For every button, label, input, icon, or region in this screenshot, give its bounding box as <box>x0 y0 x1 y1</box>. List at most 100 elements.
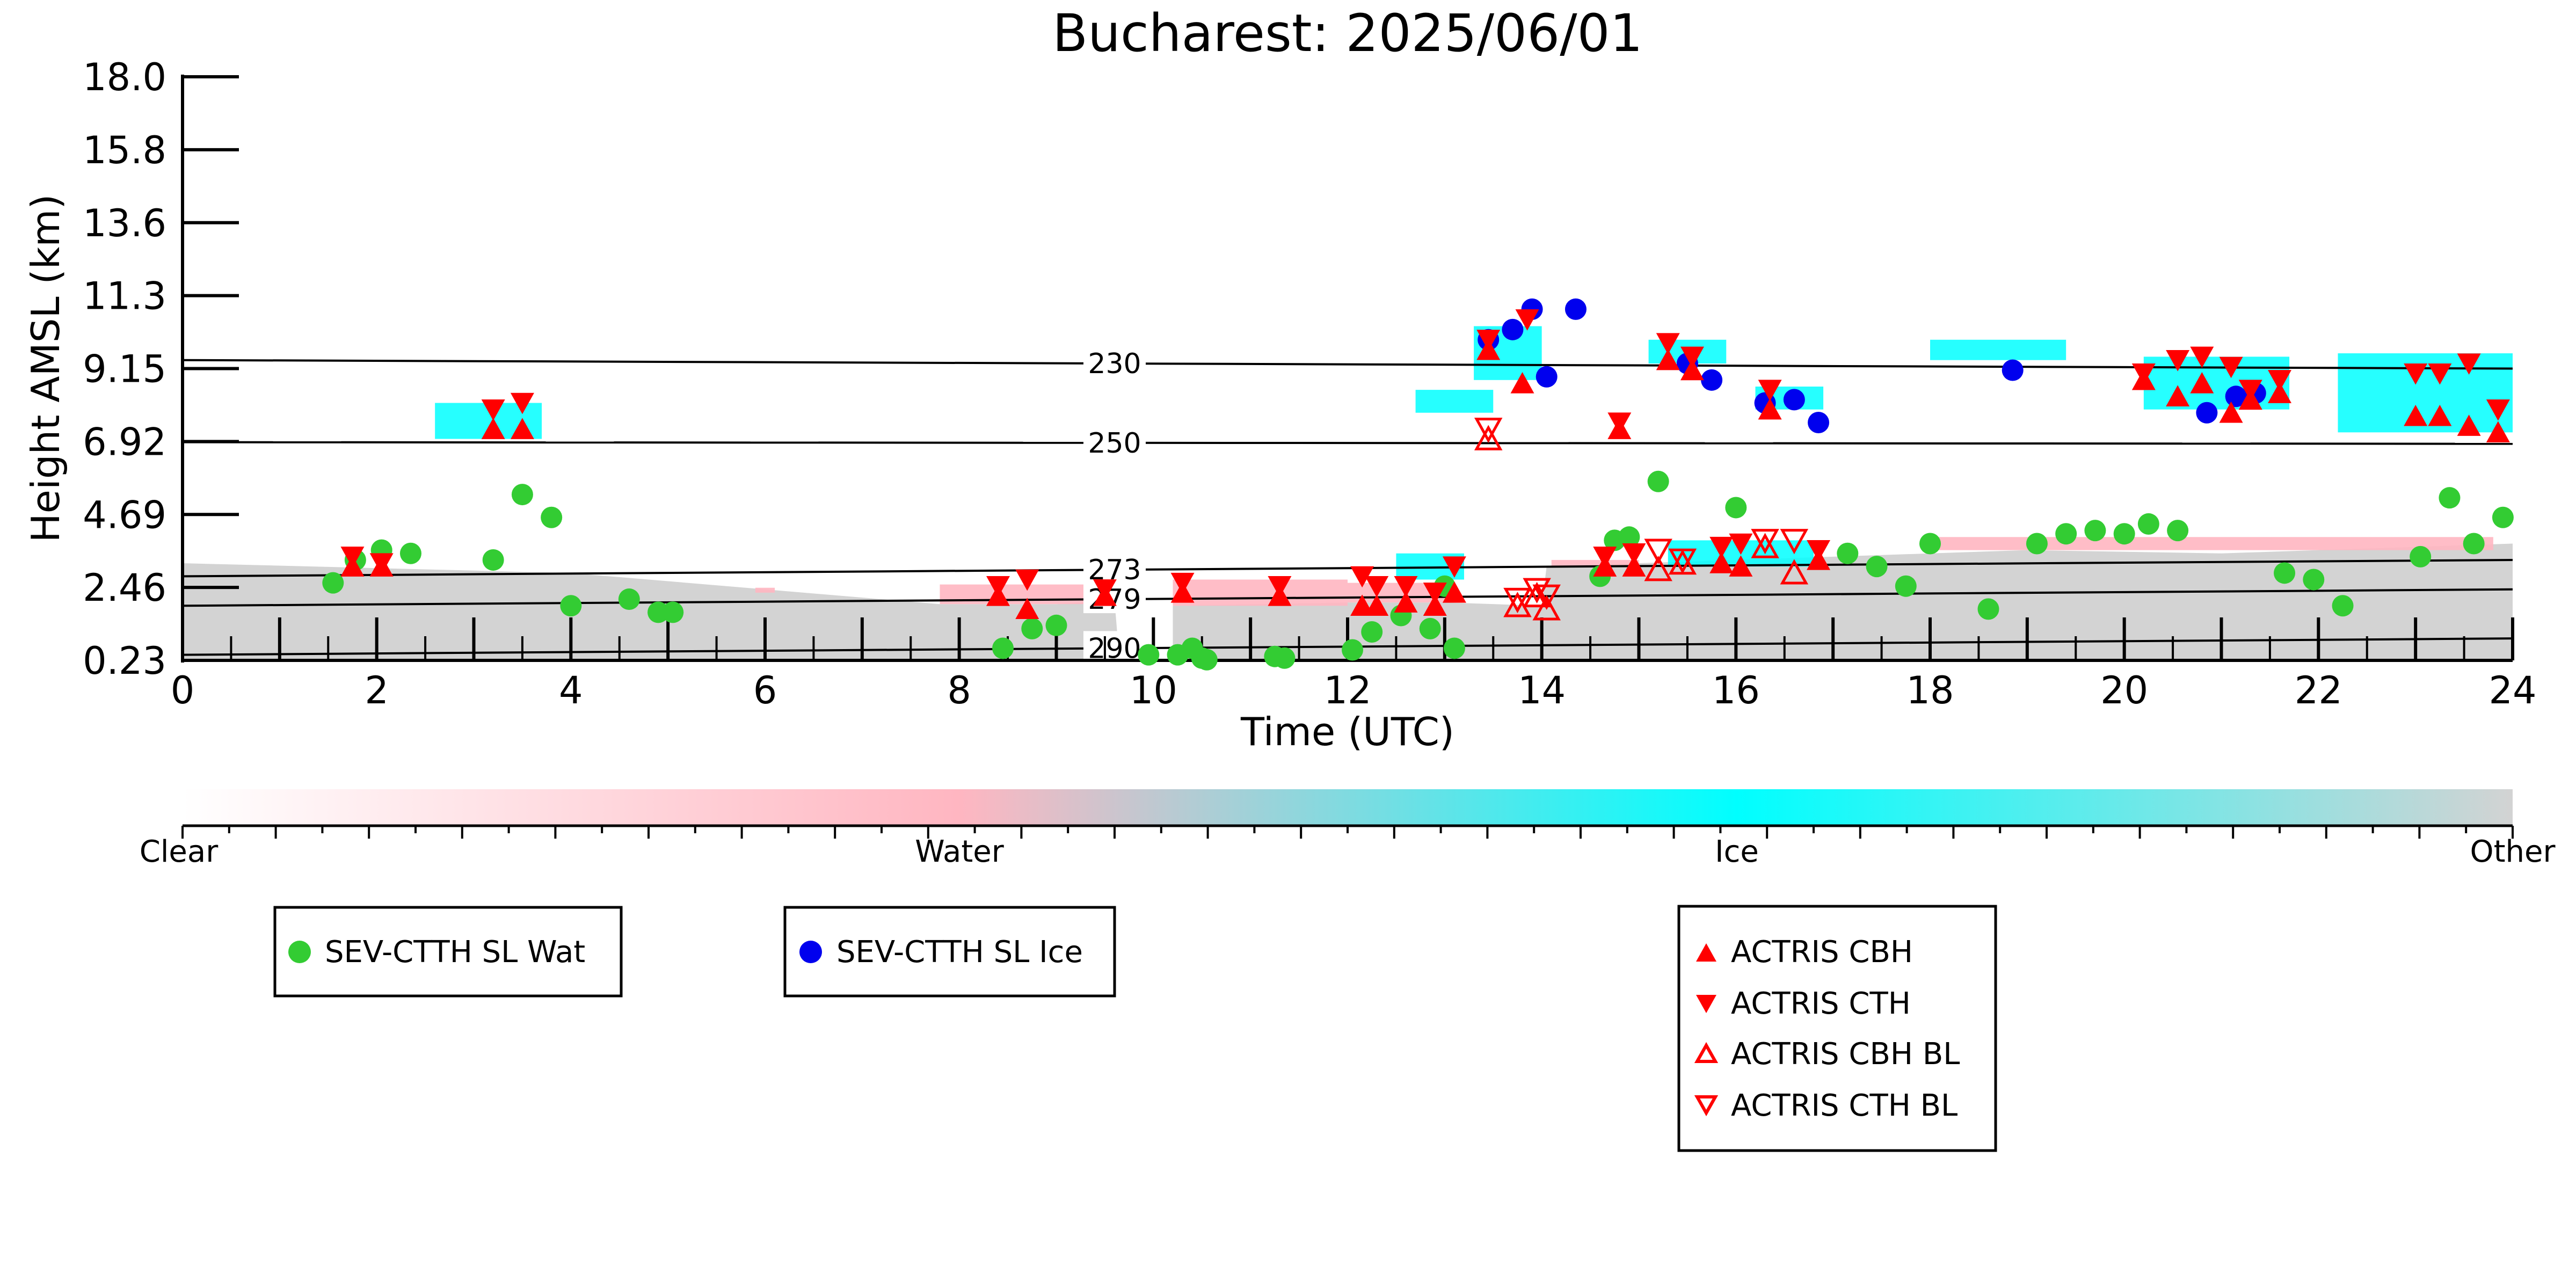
legend-cbh-marker <box>1696 943 1716 962</box>
sev-ctth-sl-wat-point <box>1196 649 1218 671</box>
actris-cbh-bl-point <box>1644 556 1672 581</box>
legend-cth-label: ACTRIS CTH <box>1731 986 1911 1021</box>
sev-ctth-sl-wat-point <box>2410 545 2432 567</box>
actris-cbh-point <box>1622 555 1646 577</box>
sev-ctth-sl-wat-point <box>2303 569 2325 591</box>
actris-cbh-point <box>1015 598 1039 620</box>
actris-cth-point <box>1758 380 1782 402</box>
y-tick-label: 11.3 <box>83 274 166 318</box>
x-tick-label: 10 <box>1130 668 1177 712</box>
actris-cbh-point <box>510 418 534 439</box>
mask-ice-patch <box>2143 356 2290 410</box>
legend-ice-label: SEV-CTTH SL Ice <box>836 935 1083 970</box>
x-tick-label: 6 <box>753 668 777 712</box>
sev-ctth-sl-wat-point <box>1419 617 1441 639</box>
actris-cbh-point <box>2486 421 2510 443</box>
sev-ctth-sl-wat-point <box>1618 526 1640 548</box>
mask-water-patch <box>1551 559 1639 567</box>
sev-ctth-sl-wat-point <box>322 572 344 594</box>
legend-ice: SEV-CTTH SL Ice <box>783 906 1116 998</box>
x-tick-label: 16 <box>1712 668 1760 712</box>
isotherm-label-bg <box>1083 346 1146 378</box>
actris-cth-point <box>369 553 394 574</box>
actris-cth-point <box>2131 363 2156 385</box>
sev-ctth-sl-ice-point <box>1536 366 1558 388</box>
actris-cth-point <box>1268 576 1292 598</box>
actris-cbh-bl-point <box>1780 559 1809 585</box>
isotherm-label-bg <box>1083 552 1146 584</box>
sev-ctth-sl-wat-point <box>2274 562 2296 584</box>
actris-cbh-point <box>2268 382 2291 403</box>
actris-cth-point <box>1476 330 1501 351</box>
marker-layer <box>322 298 2514 671</box>
legend-ice-box <box>783 906 1116 998</box>
sev-ctth-sl-wat-point <box>1837 542 1859 564</box>
colorbar-label-other: Other <box>2470 834 2556 869</box>
actris-cth-point <box>2219 356 2243 379</box>
y-tick-label: 6.92 <box>83 420 166 464</box>
y-tick-label: 4.69 <box>83 493 166 537</box>
actris-cth-point <box>1015 569 1039 591</box>
actris-cth-point <box>1365 576 1389 598</box>
mask-ice-patch <box>1415 390 1494 413</box>
sev-ctth-sl-wat-point <box>541 506 563 528</box>
y-axis-label: Height AMSL (km) <box>23 194 68 543</box>
sev-ctth-sl-wat-point <box>2084 520 2106 542</box>
actris-cbh-bl-point <box>1751 533 1779 558</box>
legend-water-label: SEV-CTTH SL Wat <box>325 935 585 970</box>
actris-cth-bl-point <box>1644 539 1672 564</box>
x-tick-label: 22 <box>2295 668 2342 712</box>
sev-ctth-sl-wat-point <box>2055 523 2077 545</box>
y-tick-label: 9.15 <box>83 347 166 391</box>
sev-ctth-sl-wat-point <box>2167 520 2189 542</box>
actris-cbh-point <box>481 418 505 439</box>
legend-water-marker <box>288 941 311 963</box>
actris-cbh-point <box>2457 414 2481 436</box>
actris-cbh-point <box>2219 401 2243 423</box>
actris-cbh-point <box>1680 359 1704 381</box>
chart-title: Bucharest: 2025/06/01 <box>1052 3 1642 63</box>
actris-cth-point <box>510 392 534 414</box>
actris-cbh-point <box>2190 372 2214 394</box>
colorbar-label-clear: Clear <box>140 834 219 869</box>
isotherm-label: 250 <box>1088 427 1141 460</box>
legend-cth-bl-label: ACTRIS CTH BL <box>1731 1088 1958 1123</box>
legend-water-box <box>273 906 623 998</box>
x-axis-label: Time (UTC) <box>1240 709 1454 754</box>
sev-ctth-sl-wat-point <box>2026 533 2048 555</box>
sev-ctth-sl-ice-point <box>2225 385 2247 407</box>
x-tick-label: 0 <box>171 668 195 712</box>
actris-cth-point <box>986 576 1010 598</box>
sev-ctth-sl-wat-point <box>1138 644 1160 666</box>
legend-cth-marker <box>1696 995 1716 1013</box>
sev-ctth-sl-ice-point <box>2002 359 2024 381</box>
sev-ctth-sl-wat-point <box>482 549 504 571</box>
sev-ctth-sl-wat-point <box>511 484 533 506</box>
actris-cth-bl-point <box>1751 529 1779 555</box>
isotherm-line <box>182 558 2513 578</box>
x-tick-label: 12 <box>1323 668 1371 712</box>
x-tick-label: 4 <box>559 668 583 712</box>
legend-cth-bl-marker <box>1694 1095 1719 1117</box>
sev-ctth-sl-wat-point <box>1361 621 1383 643</box>
actris-cth-bl-point <box>1532 584 1561 610</box>
actris-cth-point <box>481 399 505 421</box>
actris-cbh-point <box>1423 594 1447 616</box>
actris-cth-point <box>2190 346 2214 368</box>
actris-cbh-point <box>1709 552 1734 573</box>
y-tick-label: 18.0 <box>83 55 166 99</box>
colorbar-gradient <box>183 789 2513 826</box>
actris-cbh-point <box>1442 581 1466 603</box>
sev-ctth-sl-wat-point <box>2463 533 2485 555</box>
sev-ctth-sl-wat-point <box>1647 470 1669 492</box>
sev-ctth-sl-wat-point <box>2332 595 2354 617</box>
sev-ctth-sl-wat-point <box>2439 487 2461 509</box>
sev-ctth-sl-wat-point <box>399 542 421 564</box>
actris-cbh-point <box>1510 372 1534 394</box>
actris-cth-bl-point <box>1503 587 1532 614</box>
sev-ctth-sl-wat-point <box>1021 617 1043 639</box>
sev-ctth-sl-wat-point <box>1725 497 1747 519</box>
actris-cbh-point <box>1758 398 1782 420</box>
sev-ctth-sl-wat-point <box>560 595 582 617</box>
